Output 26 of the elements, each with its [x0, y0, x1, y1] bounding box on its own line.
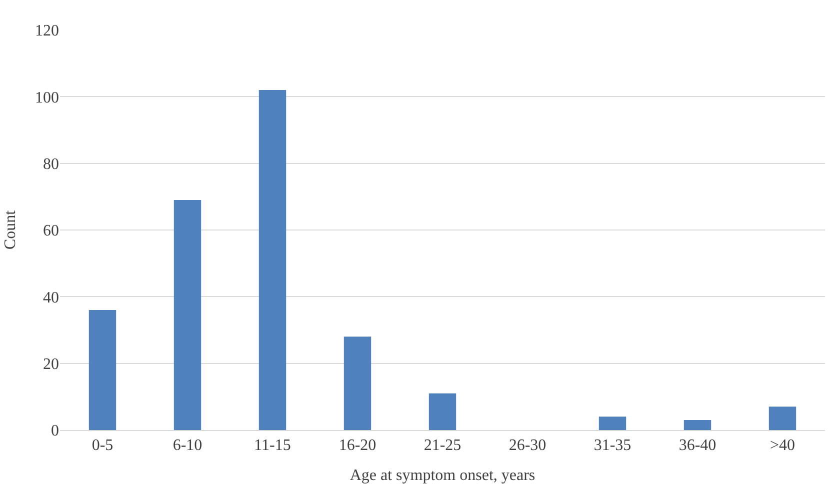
- y-tick-label: 100: [35, 89, 59, 106]
- x-tick-label: 31-35: [594, 437, 632, 454]
- bar: [428, 393, 456, 430]
- bar: [344, 336, 372, 430]
- bar: [598, 416, 626, 430]
- bar: [174, 200, 202, 430]
- x-tick-label: 26-30: [508, 437, 546, 454]
- y-tick-label: 120: [35, 22, 59, 40]
- x-tick-label: 36-40: [678, 437, 716, 454]
- x-tick-label: >40: [770, 437, 796, 454]
- bar: [88, 310, 116, 430]
- x-tick-label: 21-25: [424, 437, 462, 454]
- y-tick-label: 20: [43, 356, 59, 373]
- y-tick-label: 0: [51, 422, 59, 440]
- x-axis-title: Age at symptom onset, years: [350, 466, 536, 484]
- x-tick-label: 0-5: [92, 437, 114, 454]
- bar: [258, 90, 286, 430]
- bar: [684, 420, 712, 430]
- x-tick-label: 16-20: [338, 437, 376, 454]
- x-tick-label: 6-10: [172, 437, 202, 454]
- y-tick-label: 80: [43, 156, 59, 173]
- y-tick-label: 40: [43, 289, 59, 306]
- bar: [768, 406, 796, 430]
- x-tick-label: 11-15: [254, 437, 291, 454]
- y-axis-title: Count: [2, 210, 19, 250]
- y-tick-label: 60: [43, 222, 59, 240]
